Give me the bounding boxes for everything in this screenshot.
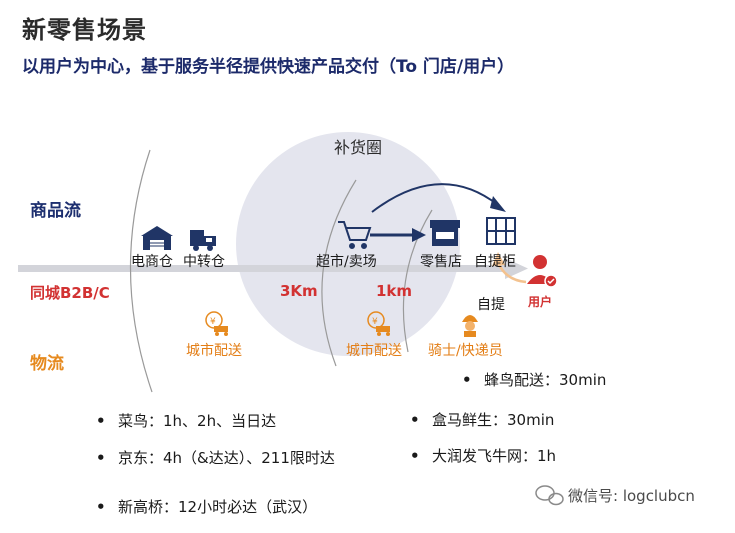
arc-3km	[321, 179, 357, 367]
watermark: 微信号: logclubcn	[568, 487, 695, 505]
bullet-text: 大润发飞牛网：1h	[432, 447, 557, 465]
goods-flow-label: 商品流	[30, 201, 81, 221]
arc-1km	[402, 209, 433, 353]
warehouse-icon	[141, 226, 173, 250]
same-city-label: 同城B2B/C	[30, 284, 110, 302]
delivery-icon-1: ¥	[205, 311, 228, 336]
supply-arrow-head	[412, 228, 426, 242]
replenishment-circle	[236, 132, 460, 356]
page-title: 新零售场景	[22, 16, 147, 44]
logistics-label: 物流	[30, 354, 64, 374]
retail-store-label: 零售店	[420, 254, 462, 270]
distance-1km: 1km	[376, 282, 413, 300]
ecommerce-warehouse-label: 电商仓	[131, 254, 173, 270]
arc-outer	[129, 149, 153, 393]
bullet-right-1: • 蜂鸟配送：30min	[462, 369, 606, 390]
city-delivery-label-1: 城市配送	[186, 343, 242, 359]
curved-arrow-head	[490, 196, 506, 212]
bullet-text: 菜鸟：1h、2h、当日达	[118, 412, 277, 430]
self-pickup-label: 自提	[477, 297, 505, 313]
supermarket-label: 超市/卖场	[316, 254, 377, 270]
locker-label: 自提柜	[474, 254, 516, 270]
rider-label: 骑士/快递员	[428, 343, 503, 359]
bullet-symbol: •	[410, 411, 420, 429]
delivery-icon-2: ¥	[367, 311, 390, 336]
rider-icon	[462, 315, 478, 337]
bullet-symbol: •	[96, 412, 106, 430]
main-flow-arrow-shaft	[18, 265, 508, 272]
curved-arrow	[371, 183, 499, 213]
bullet-text: 新高桥：12小时必达（武汉）	[118, 498, 318, 516]
page-subtitle: 以用户为中心，基于服务半径提供快速产品交付（To 门店/用户）	[22, 57, 515, 77]
bullet-left-1: • 菜鸟：1h、2h、当日达	[96, 410, 276, 431]
transfer-warehouse-label: 中转仓	[183, 254, 225, 270]
locker-icon	[486, 217, 516, 245]
distance-3km: 3Km	[280, 282, 318, 300]
svg-text:¥: ¥	[372, 317, 378, 327]
bullet-text: 盒马鲜生：30min	[432, 411, 555, 429]
truck-icon	[190, 230, 216, 251]
bullet-symbol: •	[96, 498, 106, 516]
shopping-cart-icon	[338, 221, 372, 249]
bullet-symbol: •	[96, 449, 106, 467]
user-icon	[527, 255, 558, 288]
store-icon	[430, 220, 460, 246]
user-label: 用户	[528, 295, 553, 309]
pickup-arrow-head	[492, 252, 505, 266]
bullet-symbol: •	[410, 447, 420, 465]
bullet-text: 京东：4h（&达达）、211限时达	[118, 449, 335, 467]
svg-text:¥: ¥	[210, 317, 216, 327]
bullet-right-2: • 盒马鲜生：30min	[410, 409, 554, 430]
bullet-left-3: • 新高桥：12小时必达（武汉）	[96, 496, 317, 517]
main-flow-arrow-head	[505, 258, 528, 279]
wechat-icon	[535, 485, 564, 506]
bullet-symbol: •	[462, 371, 472, 389]
city-delivery-label-2: 城市配送	[346, 343, 402, 359]
bullet-right-3: • 大润发飞牛网：1h	[410, 445, 556, 466]
bullet-text: 蜂鸟配送：30min	[484, 371, 607, 389]
bullet-left-2: • 京东：4h（&达达）、211限时达	[96, 447, 335, 468]
replenishment-circle-label: 补货圈	[334, 138, 383, 157]
